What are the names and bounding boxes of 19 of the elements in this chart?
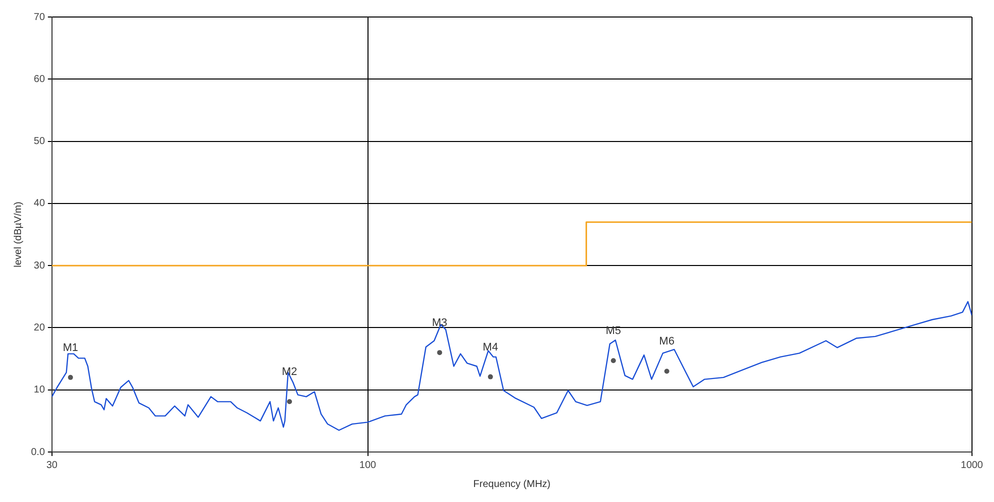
y-tick-label: 50: [34, 136, 46, 148]
x-tick-label: 30: [46, 460, 58, 471]
y-tick-label: 20: [34, 322, 46, 334]
y-tick-label: 70: [34, 12, 46, 23]
annotation: M2: [282, 366, 298, 378]
y-tick-label: 60: [34, 74, 46, 85]
y-axis-title: level (dBµV/m): [12, 202, 24, 268]
x-axis-title: Frequency (MHz): [473, 478, 551, 490]
annotation: M6: [659, 336, 674, 348]
y-tick-label: 10: [34, 384, 46, 396]
x-tick-label: 1000: [960, 460, 984, 471]
annotation: M3: [432, 317, 448, 330]
x-tick-label: 100: [359, 460, 377, 471]
y-tick-label: 30: [34, 260, 46, 272]
y-tick-label: 0.0: [30, 446, 46, 458]
y-tick-label: 40: [34, 198, 46, 210]
annotation: M4: [482, 341, 498, 354]
annotation: M1: [62, 342, 78, 354]
annotation: M5: [606, 325, 622, 338]
